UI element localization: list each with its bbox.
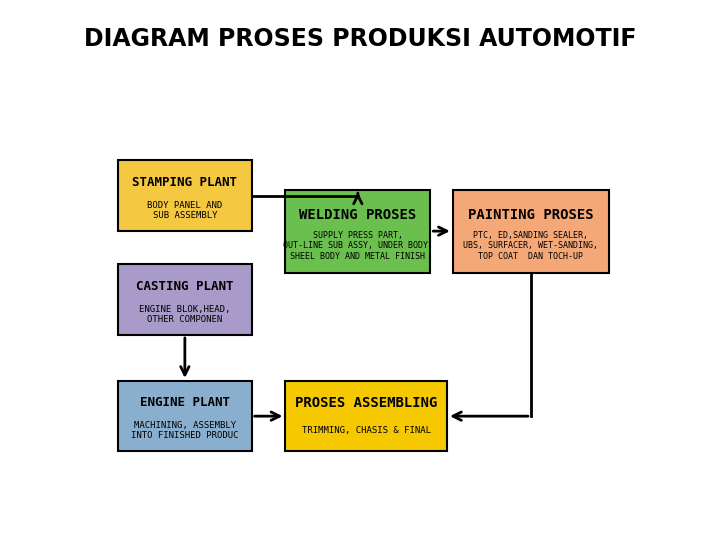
- FancyBboxPatch shape: [118, 160, 252, 231]
- Text: STAMPING PLANT: STAMPING PLANT: [132, 176, 238, 189]
- Text: ENGINE PLANT: ENGINE PLANT: [140, 396, 230, 409]
- FancyBboxPatch shape: [118, 265, 252, 335]
- FancyBboxPatch shape: [453, 190, 609, 273]
- Text: PTC, ED,SANDING SEALER,
UBS, SURFACER, WET-SANDING,
TOP COAT  DAN TOCH-UP: PTC, ED,SANDING SEALER, UBS, SURFACER, W…: [464, 231, 598, 261]
- FancyBboxPatch shape: [285, 381, 447, 451]
- Text: MACHINING, ASSEMBLY
INTO FINISHED PRODUC: MACHINING, ASSEMBLY INTO FINISHED PRODUC: [131, 421, 238, 441]
- Text: CASTING PLANT: CASTING PLANT: [136, 280, 233, 293]
- Text: WELDING PROSES: WELDING PROSES: [300, 208, 416, 222]
- Text: TRIMMING, CHASIS & FINAL: TRIMMING, CHASIS & FINAL: [302, 426, 431, 435]
- Text: ENGINE BLOK,HEAD,
OTHER COMPONEN: ENGINE BLOK,HEAD, OTHER COMPONEN: [139, 305, 230, 324]
- Text: DIAGRAM PROSES PRODUKSI AUTOMOTIF: DIAGRAM PROSES PRODUKSI AUTOMOTIF: [84, 27, 636, 51]
- Text: BODY PANEL AND
SUB ASSEMBLY: BODY PANEL AND SUB ASSEMBLY: [147, 201, 222, 220]
- Text: PROSES ASSEMBLING: PROSES ASSEMBLING: [295, 396, 437, 410]
- FancyBboxPatch shape: [285, 190, 431, 273]
- Text: PAINTING PROSES: PAINTING PROSES: [468, 208, 593, 222]
- FancyBboxPatch shape: [118, 381, 252, 451]
- Text: SUPPLY PRESS PART,
OUT-LINE SUB ASSY, UNDER BODY,
SHEEL BODY AND METAL FINISH: SUPPLY PRESS PART, OUT-LINE SUB ASSY, UN…: [283, 231, 433, 261]
